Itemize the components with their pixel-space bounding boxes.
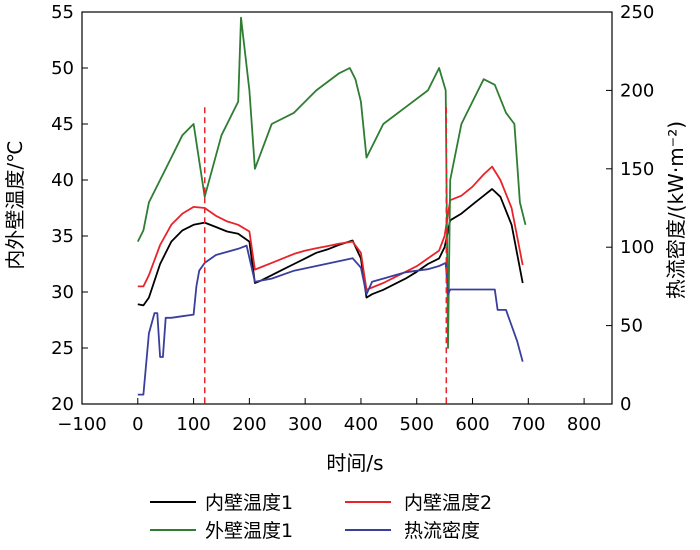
legend-label-wall-out-1: 外壁温度1 — [205, 520, 293, 542]
right-y-tick-label: 0 — [620, 394, 631, 415]
left-y-tick-label: 20 — [51, 394, 74, 415]
x-axis-ticks: −100 0 100 200 300 400 500 600 700 800 — [57, 398, 601, 435]
left-y-tick-label: 45 — [51, 114, 74, 135]
right-y-tick-label: 50 — [620, 316, 643, 337]
left-y-tick-label: 30 — [51, 282, 74, 303]
x-tick-label: −100 — [57, 414, 106, 435]
legend-label-wall-in-1: 内壁温度1 — [205, 492, 293, 514]
left-y-tick-label: 35 — [51, 226, 74, 247]
right-y-tick-label: 250 — [620, 2, 654, 23]
left-y-tick-label: 40 — [51, 170, 74, 191]
left-y-axis-label: 内外壁温度/℃ — [3, 140, 27, 269]
series-line-wall_in_2 — [137, 165, 524, 291]
legend-label-heat-flux: 热流密度 — [404, 520, 480, 542]
plot-frame — [81, 11, 613, 405]
left-y-tick-label: 25 — [51, 338, 74, 359]
x-tick-label: 400 — [344, 414, 378, 435]
x-tick-label: 500 — [400, 414, 434, 435]
x-tick-label: 200 — [232, 414, 266, 435]
right-y-tick-label: 150 — [620, 159, 654, 180]
left-y-tick-label: 55 — [51, 2, 74, 23]
left-y-axis-ticks: 20 25 30 35 40 45 50 55 — [51, 2, 88, 415]
x-axis-label: 时间/s — [326, 451, 383, 475]
x-tick-label: 100 — [176, 414, 210, 435]
right-y-tick-label: 100 — [620, 237, 654, 258]
right-y-axis-label: 热流密度/(kW·m⁻²) — [664, 121, 688, 299]
series-layer — [136, 16, 527, 396]
x-tick-label: 600 — [455, 414, 489, 435]
right-y-axis-ticks: 0 50 100 150 200 250 — [606, 2, 654, 415]
x-tick-label: 800 — [567, 414, 601, 435]
legend: 内壁温度1 内壁温度2 外壁温度1 热流密度 — [150, 492, 492, 542]
legend-label-wall-in-2: 内壁温度2 — [404, 492, 492, 514]
vline-layer — [203, 107, 448, 404]
series-line-heat_flux — [137, 244, 524, 396]
series-line-wall_out_1 — [136, 16, 527, 349]
x-tick-label: 300 — [288, 414, 322, 435]
left-y-tick-label: 50 — [51, 58, 74, 79]
x-tick-label: 700 — [511, 414, 545, 435]
right-y-tick-label: 200 — [620, 80, 654, 101]
series-line-wall_in_1 — [137, 188, 524, 307]
x-tick-label: 0 — [132, 414, 143, 435]
